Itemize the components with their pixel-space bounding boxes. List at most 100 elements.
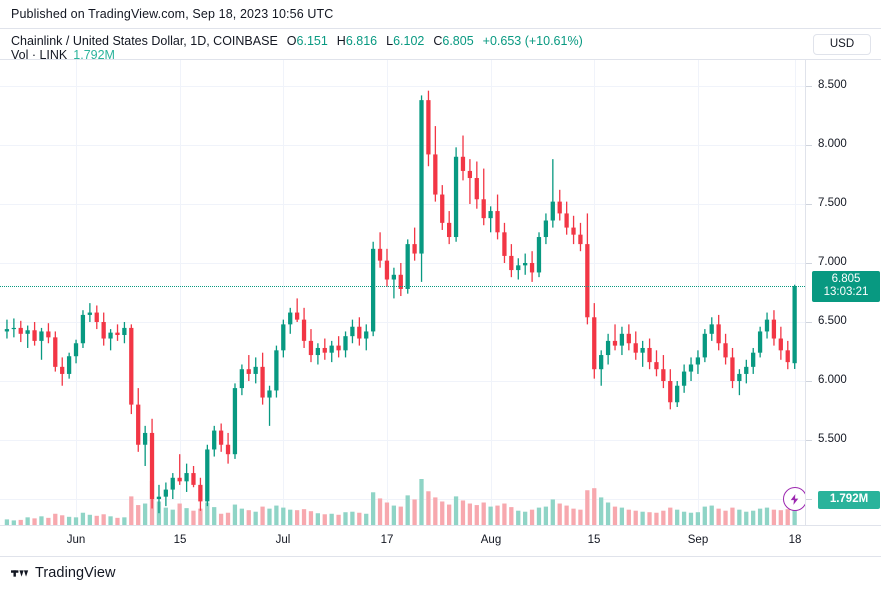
time-tick-label: Jun [66, 534, 86, 546]
candle-body [716, 324, 721, 344]
volume-bar [87, 514, 92, 525]
candle-body [288, 312, 293, 325]
time-tick-label: Sep [687, 534, 709, 546]
currency-button[interactable]: USD [813, 34, 871, 55]
gridline-horizontal [0, 499, 805, 500]
candle-body [212, 430, 217, 450]
candle-body [523, 262, 528, 266]
candle-body [426, 100, 431, 155]
volume-bar [212, 507, 217, 525]
candle-body [529, 262, 535, 273]
price-line-dotted [0, 286, 805, 287]
volume-bar [751, 510, 756, 525]
volume-bar [626, 509, 631, 525]
candle-body [488, 211, 493, 219]
volume-bar [301, 509, 307, 525]
volume-bar [730, 507, 735, 525]
candle-wick [642, 340, 644, 367]
tradingview-wordmark: TradingView [35, 565, 116, 581]
gridline-horizontal [0, 263, 805, 264]
gridline-horizontal [0, 381, 805, 382]
volume-bar [654, 512, 659, 525]
volume-bar [350, 511, 355, 525]
candle-body [46, 331, 51, 338]
candle-wick [483, 168, 485, 226]
candle-body [661, 369, 666, 382]
candle-body [177, 477, 182, 482]
volume-bar [612, 506, 618, 525]
volume-bar [764, 507, 770, 525]
price-axis[interactable]: 8.5008.0007.5007.0006.5006.0005.5005.000… [805, 60, 881, 525]
price-axis-tick [806, 263, 812, 264]
volume-bar [232, 504, 238, 525]
price-axis-tick [806, 86, 812, 87]
candle-body [66, 356, 72, 374]
volume-bar [564, 505, 569, 525]
ohlc-open: O6.151 [287, 34, 328, 48]
volume-bar [419, 479, 424, 525]
volume-bar [205, 502, 210, 525]
candle-body [142, 432, 148, 445]
volume-bar [25, 517, 30, 525]
candle-body [516, 265, 521, 271]
volume-bar [4, 519, 10, 525]
candle-body [225, 444, 231, 455]
volume-bar [315, 513, 320, 525]
candle-body [156, 496, 162, 500]
time-tick-label: Aug [480, 534, 502, 546]
volume-bar [11, 520, 16, 525]
price-tick-label: 6.000 [818, 374, 847, 386]
gridline-vertical [698, 60, 699, 525]
volume-bar [681, 511, 687, 525]
volume-bar [142, 503, 148, 525]
volume-bar [785, 509, 790, 525]
candle-body [246, 369, 251, 374]
candle-body [73, 343, 79, 357]
volume-bar [453, 496, 459, 525]
candle-body [640, 347, 645, 353]
time-axis[interactable]: Jun 15 Jul 17 Aug 15 Sep 18 [0, 525, 881, 557]
volume-bar [702, 506, 707, 525]
ohlc-high: H6.816 [337, 34, 377, 48]
candle-body [460, 156, 466, 171]
candle-body [405, 244, 410, 289]
candle-body [599, 355, 604, 370]
candle-body [11, 327, 16, 330]
price-change: +0.653 (+10.61%) [482, 34, 583, 48]
lightning-bolt-icon[interactable] [782, 487, 805, 511]
price-tick-label: 5.500 [818, 433, 847, 445]
bar-countdown: 13:03:21 [823, 286, 869, 298]
candle-body [301, 319, 307, 341]
candle-body [149, 432, 155, 500]
candle-body [778, 338, 783, 351]
volume-bar [253, 511, 258, 525]
gridline-horizontal [0, 86, 805, 87]
volume-bar [370, 492, 376, 525]
volume-bar [709, 505, 714, 525]
volume-bar [440, 501, 445, 525]
gridline-vertical [283, 60, 284, 525]
bolt-glyph [790, 493, 799, 505]
candle-body [101, 322, 106, 339]
volume-bar [723, 510, 728, 525]
candle-body [764, 319, 770, 332]
volume-bar [184, 508, 189, 525]
volume-label[interactable]: Vol · LINK [11, 48, 68, 62]
gridline-horizontal [0, 440, 805, 441]
candle-body [474, 178, 479, 200]
volume-bar [191, 510, 196, 525]
volume-bar [592, 488, 597, 525]
candle-body [364, 331, 369, 339]
chart-plot-area[interactable] [0, 60, 805, 525]
candle-body [612, 340, 618, 346]
volume-bar [294, 510, 300, 525]
current-price-value: 6.805 [831, 273, 861, 285]
published-attribution: Published on TradingView.com, Sep 18, 20… [11, 7, 334, 21]
candle-body [239, 369, 244, 389]
volume-bar [198, 508, 203, 525]
candle-body [467, 170, 473, 179]
volume-bar [364, 513, 369, 525]
volume-bar [640, 511, 645, 525]
symbol-title[interactable]: Chainlink / United States Dollar, 1D, CO… [11, 34, 278, 48]
candle-body [675, 385, 680, 403]
